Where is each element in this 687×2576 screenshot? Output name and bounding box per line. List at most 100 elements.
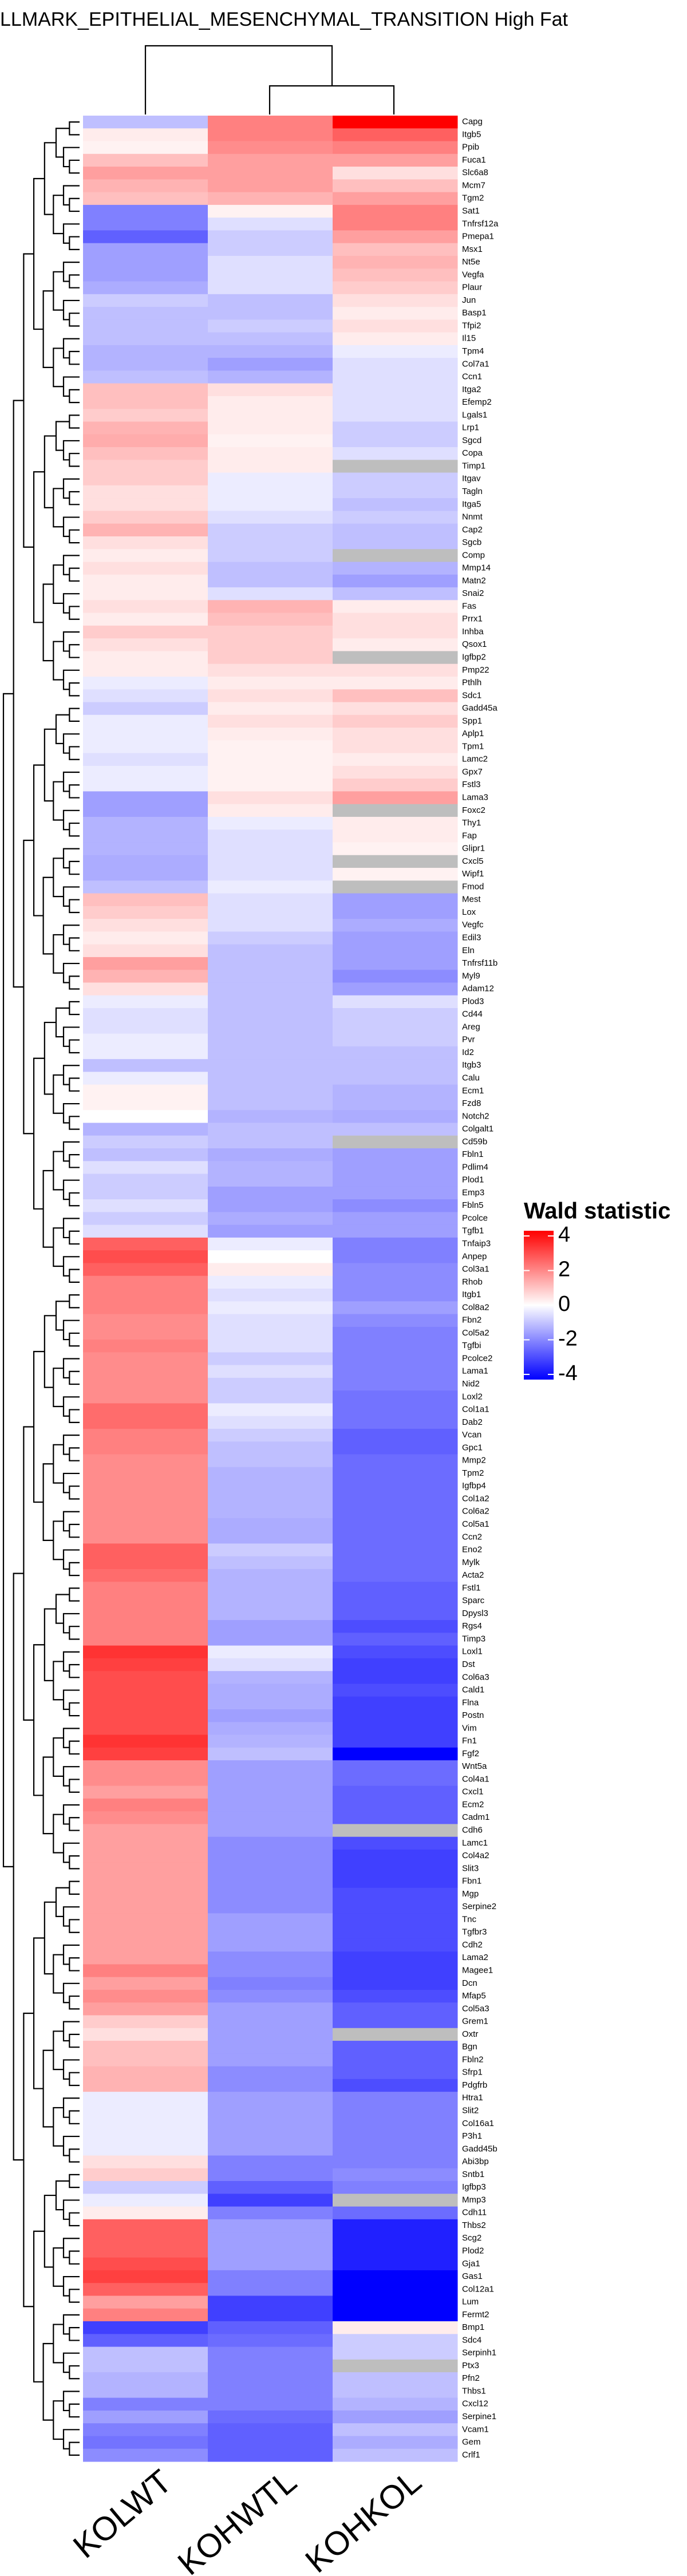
row-label: Col7a1 — [462, 359, 489, 369]
heatmap-cell — [333, 1926, 458, 1939]
heatmap-cell — [83, 2359, 208, 2373]
heatmap-cell — [83, 1021, 208, 1034]
heatmap-cell — [83, 319, 208, 333]
heatmap-cell — [333, 358, 458, 371]
dendro-branch — [62, 1804, 80, 1825]
heatmap-cell — [333, 307, 458, 320]
heatmap-cell — [333, 1390, 458, 1404]
row-label: Vcan — [462, 1430, 481, 1440]
row-label: Col12a1 — [462, 2284, 494, 2294]
dendro-branch — [69, 1077, 80, 1092]
heatmap-cell — [208, 574, 333, 588]
row-label: Cadm1 — [462, 1812, 489, 1822]
heatmap-cell — [208, 906, 333, 919]
heatmap-cell — [333, 1671, 458, 1684]
heatmap-cell — [208, 2206, 333, 2220]
heatmap-cell — [333, 740, 458, 754]
heatmap-cell — [333, 1123, 458, 1136]
row-label: Cxcl12 — [462, 2399, 488, 2409]
dendro-branch — [69, 2289, 80, 2303]
heatmap-cell — [208, 243, 333, 256]
heatmap-cell — [83, 2129, 208, 2143]
row-label: Fbln1 — [462, 1149, 484, 1159]
heatmap-cell — [333, 906, 458, 919]
row-label: Lum — [462, 2297, 479, 2307]
row-label: Fzd8 — [462, 1099, 481, 1108]
heatmap-cell — [333, 1785, 458, 1799]
dendro-branch — [62, 1256, 80, 1277]
heatmap-cell — [333, 1301, 458, 1315]
heatmap-cell — [333, 2245, 458, 2258]
heatmap-cell — [83, 2270, 208, 2283]
heatmap-cell — [333, 1773, 458, 1787]
heatmap-cell — [208, 1633, 333, 1646]
heatmap-cell — [333, 1174, 458, 1187]
row-label: Gpx7 — [462, 767, 483, 777]
heatmap-cell — [333, 1505, 458, 1519]
heatmap-cell — [333, 1033, 458, 1047]
heatmap-cell — [83, 931, 208, 945]
heatmap-cell — [208, 1849, 333, 1863]
heatmap-cell — [333, 2092, 458, 2105]
heatmap-cell — [83, 1390, 208, 1404]
heatmap-cell — [333, 1951, 458, 1965]
heatmap-cell — [208, 307, 333, 320]
row-label: Fgf2 — [462, 1749, 479, 1759]
heatmap-cell — [333, 880, 458, 894]
heatmap-cell — [208, 2436, 333, 2449]
dendro-branch — [69, 1702, 80, 1717]
heatmap-cell — [83, 1671, 208, 1684]
dendro-branch — [69, 1664, 80, 1678]
heatmap-cell — [83, 1798, 208, 1812]
heatmap-cell — [333, 434, 458, 448]
dendro-branch — [69, 2110, 80, 2124]
row-label: Col4a2 — [462, 1851, 489, 1860]
heatmap-cell — [83, 1951, 208, 1965]
heatmap-cell — [83, 816, 208, 830]
heatmap-cell — [208, 1212, 333, 1226]
row-label: Lgals1 — [462, 410, 487, 420]
heatmap-cell — [83, 1620, 208, 1633]
row-label: Matn2 — [462, 576, 486, 586]
dendro-branch — [69, 2365, 80, 2380]
heatmap-cell — [83, 1454, 208, 1468]
heatmap-cell — [83, 1492, 208, 1506]
heatmap-cell — [333, 204, 458, 218]
dendro-branch — [53, 1151, 64, 1191]
heatmap-cell — [208, 2219, 333, 2233]
heatmap-cell — [83, 1887, 208, 1901]
heatmap-cell — [83, 485, 208, 499]
dendro-branch — [62, 555, 80, 575]
heatmap-cell — [333, 2397, 458, 2411]
row-label: Bgn — [462, 2042, 477, 2052]
dendro-branch — [44, 142, 56, 215]
dendro-branch — [69, 1779, 80, 1793]
heatmap-cell — [83, 1696, 208, 1710]
heatmap-cell — [333, 1340, 458, 1353]
heatmap-cell — [83, 1518, 208, 1531]
heatmap-cell — [333, 829, 458, 843]
heatmap-cell — [333, 651, 458, 665]
heatmap-cell — [83, 396, 208, 409]
heatmap-cell — [333, 141, 458, 155]
heatmap-cell — [208, 1964, 333, 1978]
heatmap-cell — [208, 1735, 333, 1748]
dendro-branch — [53, 2247, 64, 2287]
heatmap-cell — [83, 1135, 208, 1149]
heatmap-cell — [208, 2283, 333, 2296]
heatmap-cell — [333, 1798, 458, 1812]
row-label: Col8a2 — [462, 1302, 489, 1312]
heatmap-cell — [83, 1811, 208, 1824]
colorbar-tick-label: 4 — [558, 1223, 570, 1247]
heatmap-cell — [83, 1301, 208, 1315]
heatmap-cell — [83, 523, 208, 537]
row-label: Spp1 — [462, 716, 482, 726]
heatmap-cell — [83, 2104, 208, 2118]
heatmap-cell — [333, 1556, 458, 1570]
heatmap-cell — [208, 1989, 333, 2003]
row-label: Lama2 — [462, 1953, 488, 1962]
dendro-branch — [62, 1435, 80, 1455]
dendro-branch — [53, 488, 64, 528]
dendro-branch — [53, 347, 64, 388]
heatmap-cell — [83, 1582, 208, 1595]
